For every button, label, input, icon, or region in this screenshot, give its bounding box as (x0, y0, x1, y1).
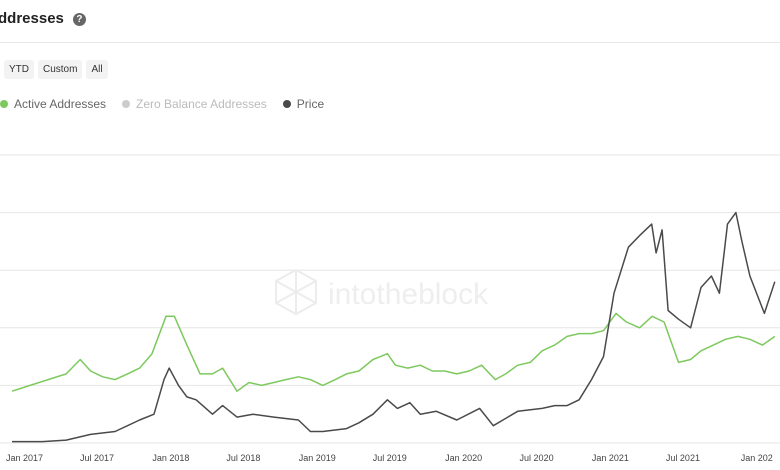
legend-item-price[interactable]: Price (282, 97, 325, 111)
range-button-all[interactable]: All (86, 60, 108, 79)
legend-dot-zero-balance (122, 100, 131, 108)
x-tick-label: Jul 2019 (373, 453, 407, 463)
x-tick-label: Jul 2020 (520, 453, 554, 463)
x-tick-label: Jan 2020 (445, 453, 482, 463)
x-tick-label: Jul 2017 (80, 453, 114, 463)
legend-label-price: Price (296, 97, 325, 111)
x-tick-label: Jan 2019 (299, 453, 336, 463)
page-title: ddresses? (0, 10, 86, 27)
legend-label-zero-balance: Zero Balance Addresses (136, 97, 267, 111)
watermark-text: intotheblock (328, 278, 489, 311)
legend-item-zero-balance-addresses[interactable]: Zero Balance Addresses (122, 97, 267, 111)
legend-dot-price (282, 100, 291, 108)
header-divider (0, 42, 780, 43)
legend-item-active-addresses[interactable]: Active Addresses (0, 97, 106, 111)
x-tick-label: Jan 202 (741, 453, 773, 463)
legend-dot-active (0, 100, 8, 108)
range-button-ytd[interactable]: YTD (4, 60, 34, 79)
watermark: intotheblock (275, 268, 489, 316)
range-selector: YTD Custom All (0, 60, 108, 79)
series-line-price[interactable] (12, 211, 776, 443)
x-tick-label: Jul 2018 (226, 453, 260, 463)
x-tick-label: Jan 2018 (152, 453, 189, 463)
series-line-active-addresses[interactable] (11, 312, 776, 392)
x-tick-label: Jan 2021 (592, 453, 629, 463)
watermark-logo-icon (275, 268, 317, 316)
page-title-text: ddresses (0, 10, 64, 27)
x-tick-label: Jan 2017 (6, 453, 43, 463)
x-tick-label: Jul 2021 (666, 453, 700, 463)
legend: Active Addresses Zero Balance Addresses … (0, 97, 340, 111)
range-button-custom[interactable]: Custom (38, 60, 83, 79)
help-icon[interactable]: ? (72, 13, 86, 26)
legend-label-active: Active Addresses (14, 97, 107, 111)
